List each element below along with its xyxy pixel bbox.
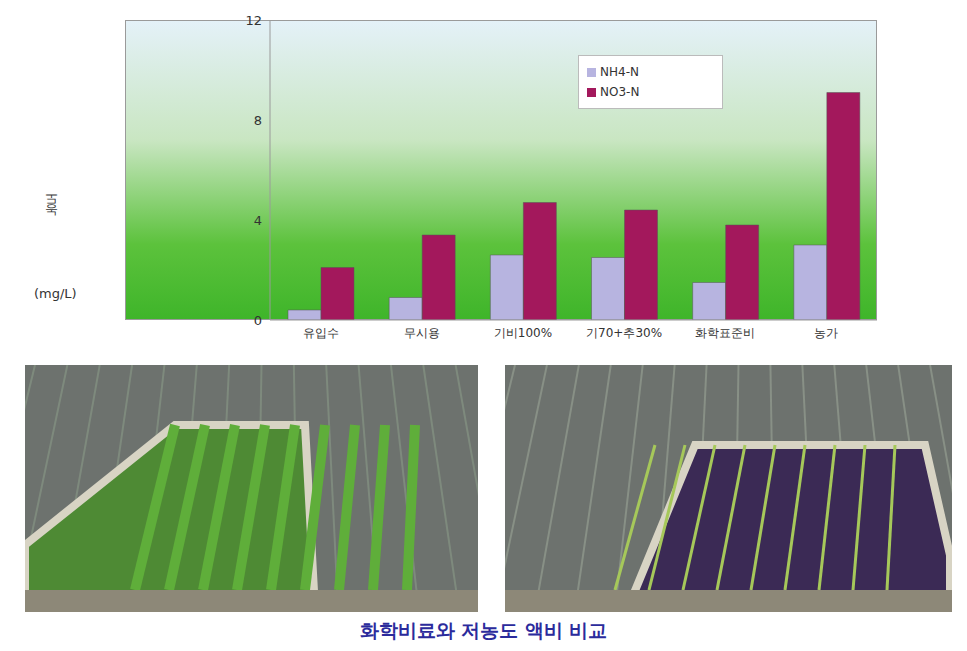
svg-text:4: 4 xyxy=(254,213,262,228)
html-text:농도: 농도 xyxy=(43,200,58,226)
html-text:(mg/L): (mg/L) xyxy=(34,286,77,301)
svg-text:기70+추30%: 기70+추30% xyxy=(586,326,662,340)
svg-text:무시용: 무시용 xyxy=(404,326,440,340)
html-text:NO3-N: NO3-N xyxy=(600,85,640,99)
svg-text:화학표준비: 화학표준비 xyxy=(695,326,755,340)
svg-text:8: 8 xyxy=(254,113,262,128)
svg-text:12: 12 xyxy=(245,13,262,28)
svg-text:0: 0 xyxy=(254,313,262,328)
svg-text:농가: 농가 xyxy=(814,326,838,340)
html-text:화학비료와 저농도 액비 비교: 화학비료와 저농도 액비 비교 xyxy=(359,619,608,641)
html-text:NH4-N: NH4-N xyxy=(600,65,639,79)
svg-text:기비100%: 기비100% xyxy=(494,326,552,340)
svg-text:유입수: 유입수 xyxy=(303,326,339,340)
